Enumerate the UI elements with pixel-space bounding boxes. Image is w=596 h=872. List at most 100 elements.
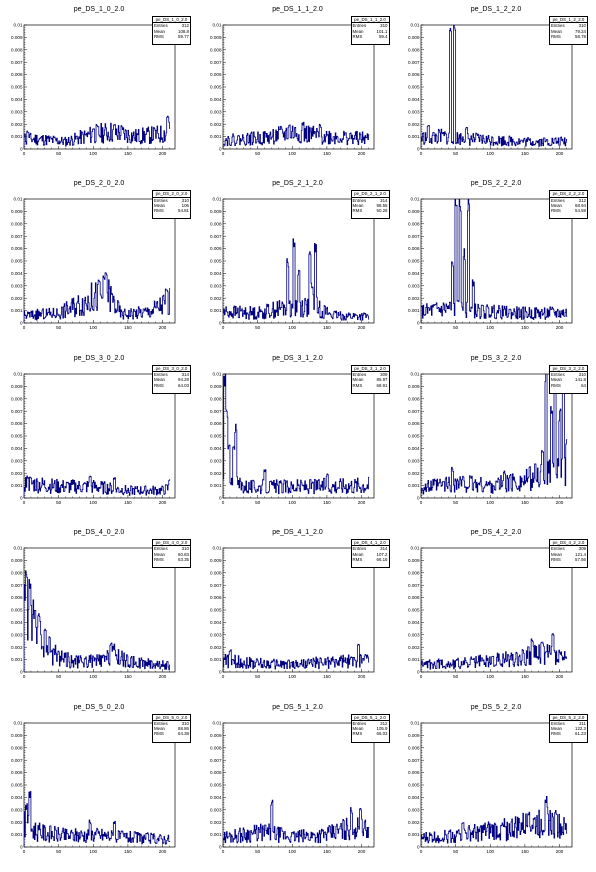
histogram-panel: pe_DS_1_1_2.0 0 0.001 0.002 0.003 0.004 0.005 0…: [199, 0, 397, 174]
histogram-title: pe_DS_1_0_2.0: [73, 6, 125, 13]
stats-row-entries: Entries 314: [153, 372, 190, 377]
histogram-panel: pe_DS_4_0_2.0 0 0.001 0.002 0.003 0.004 0.005 0…: [0, 523, 198, 697]
x-tick-label: 0: [23, 500, 26, 505]
y-tick-label: 0.004: [11, 795, 23, 800]
stats-value: 68.91: [376, 382, 388, 388]
x-tick-label: 0: [420, 151, 423, 156]
histogram-plot: 0 0.001 0.002 0.003 0.004 0.005 0.006 0.007 0.00…: [11, 720, 176, 854]
y-tick-label: 0.01: [212, 197, 221, 202]
x-tick-label: 200: [556, 325, 564, 330]
x-tick-label: 50: [453, 500, 459, 505]
stats-value: 105.9: [376, 726, 388, 732]
histogram-plot: 0 0.001 0.002 0.003 0.004 0.005 0.006 0.007 0.00…: [11, 546, 176, 679]
y-tick-label: 0.001: [210, 134, 222, 139]
histogram-panel: pe_DS_3_0_2.0 0 0.001 0.002 0.003 0.004 0.005 0…: [0, 349, 198, 523]
y-tick-label: 0.008: [210, 745, 222, 750]
stats-label: RMS: [551, 382, 561, 388]
stats-label: Entries: [551, 720, 565, 726]
y-tick-label: 0.005: [11, 259, 23, 264]
x-tick-label: 150: [323, 151, 331, 156]
stats-label: RMS: [352, 208, 363, 214]
y-tick-label: 0.003: [210, 284, 222, 289]
y-tick-label: 0.006: [210, 72, 222, 77]
y-tick-label: 0: [417, 670, 420, 675]
x-tick-label: 200: [159, 325, 167, 330]
x-tick-label: 50: [56, 500, 62, 505]
y-tick-label: 0.005: [408, 85, 420, 90]
stats-name: pe_DS_1_2_2.0: [550, 17, 587, 24]
stats-name: pe_DS_2_2_2.0: [550, 191, 587, 198]
stats-row-entries: Entries 311: [550, 721, 587, 726]
y-tick-label: 0: [218, 844, 221, 849]
stats-row-rms: RMS 58.78: [550, 34, 587, 39]
y-tick-label: 0.004: [408, 795, 420, 800]
y-tick-label: 0.007: [210, 583, 222, 588]
y-tick-label: 0.004: [11, 446, 23, 451]
y-tick-label: 0: [417, 495, 420, 500]
stats-value: 309: [380, 372, 388, 378]
y-tick-label: 0.002: [408, 819, 420, 824]
y-tick-label: 0: [20, 321, 23, 326]
histogram-plot: 0 0.001 0.002 0.003 0.004 0.005 0.006 0.007 0.00…: [408, 371, 573, 505]
y-tick-label: 0.002: [408, 296, 420, 301]
stats-value: 312: [181, 23, 189, 29]
stats-value: 101.1: [376, 28, 388, 34]
stats-label: RMS: [154, 33, 164, 39]
stats-label: Mean: [352, 28, 364, 34]
y-tick-label: 0.006: [11, 770, 23, 775]
histogram-title: pe_DS_5_2_2.0: [470, 703, 522, 711]
y-tick-label: 0.004: [210, 97, 222, 102]
y-tick-label: 0.008: [210, 222, 222, 227]
stats-row-mean: Mean 105.9: [352, 726, 389, 731]
y-tick-label: 0.01: [411, 197, 420, 202]
stats-value: 61.23: [575, 731, 586, 737]
y-tick-label: 0: [218, 495, 221, 500]
x-tick-label: 200: [159, 500, 167, 505]
stats-row-entries: Entries 310: [352, 23, 389, 28]
histogram-series-line: [421, 199, 568, 324]
x-tick-label: 0: [221, 500, 224, 505]
stats-box: pe_DS_4_1_2.0 Entries 314 Mean 107.2 RMS 66.16: [350, 539, 390, 569]
stats-label: RMS: [154, 731, 164, 737]
stats-value: 107.2: [376, 551, 388, 557]
stats-value: 106: [181, 202, 189, 208]
y-tick-label: 0.001: [408, 134, 420, 139]
stats-value: 314: [181, 372, 189, 378]
x-tick-label: 100: [89, 674, 97, 679]
stats-box: pe_DS_5_0_2.0 Entries 310 Mean 88.86 RMS 64.38: [152, 713, 191, 743]
y-tick-label: 0.009: [408, 35, 420, 40]
histogram-plot: 0 0.001 0.002 0.003 0.004 0.005 0.006 0.007 0.00…: [210, 23, 374, 156]
stats-row-entries: Entries 310: [550, 23, 587, 28]
y-tick-label: 0.008: [408, 571, 420, 576]
y-tick-label: 0.004: [11, 271, 23, 276]
stats-row-rms: RMS 57.56: [550, 557, 587, 562]
histogram-plot: 0 0.001 0.002 0.003 0.004 0.005 0.006 0.007 0.00…: [210, 546, 374, 679]
stats-value: 54.81: [178, 208, 189, 214]
y-tick-label: 0.004: [210, 795, 222, 800]
y-tick-label: 0.001: [210, 309, 222, 314]
y-tick-label: 0.004: [408, 97, 420, 102]
y-tick-label: 0.004: [11, 97, 23, 102]
x-tick-label: 200: [357, 325, 365, 330]
y-tick-label: 0.009: [408, 558, 420, 563]
y-tick-label: 0.003: [210, 109, 222, 114]
y-tick-label: 0.001: [210, 832, 222, 837]
x-tick-label: 150: [124, 500, 132, 505]
y-tick-label: 0.005: [11, 85, 23, 90]
y-tick-label: 0.002: [11, 122, 23, 127]
histogram-plot: 0 0.001 0.002 0.003 0.004 0.005 0.006 0.007 0.00…: [408, 23, 573, 156]
x-tick-label: 0: [420, 325, 423, 330]
stats-value: 309: [578, 546, 586, 552]
stats-label: Entries: [551, 197, 565, 203]
stats-value: 64.38: [178, 731, 189, 737]
stats-row-mean: Mean 122.3: [550, 726, 587, 731]
stats-row-rms: RMS 54.81: [153, 208, 190, 213]
stats-value: 310: [578, 23, 586, 29]
stats-label: RMS: [551, 33, 561, 39]
y-tick-label: 0: [417, 844, 420, 849]
x-tick-label: 0: [221, 325, 224, 330]
y-tick-label: 0.003: [408, 633, 420, 638]
y-tick-label: 0.004: [408, 446, 420, 451]
histogram-series-line: [24, 570, 171, 673]
y-tick-label: 0.003: [408, 109, 420, 114]
